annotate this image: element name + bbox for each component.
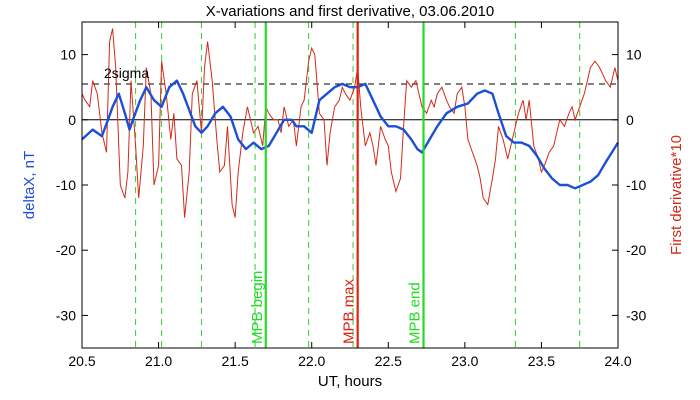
y-left-tick-label: -20 (56, 242, 76, 258)
y-left-tick-label: -30 (56, 307, 76, 323)
deltax-series (81, 79, 620, 190)
derivative-line (81, 28, 619, 218)
x-tick-label: 21.0 (145, 353, 172, 369)
y-left-tick-label: 0 (68, 112, 76, 128)
chart-title: X-variations and first derivative, 03.06… (206, 3, 495, 20)
x-axis-ticks: 20.5 21.0 21.5 22.0 22.5 23.0 23.5 24.0 (68, 22, 632, 369)
mpb-max-label: MPB max (341, 278, 358, 344)
deltax-line (81, 79, 620, 190)
y-right-tick-label: -20 (626, 242, 646, 258)
y-axis-right-label: First derivative*10 (668, 135, 685, 255)
x-tick-label: 24.0 (604, 353, 631, 369)
derivative-series (81, 28, 619, 218)
x-tick-label: 22.0 (298, 353, 325, 369)
mpb-begin-label: MPB begin (249, 271, 266, 344)
x-tick-label: 21.5 (222, 353, 249, 369)
y-right-tick-label: -30 (626, 307, 646, 323)
x-tick-label: 23.5 (528, 353, 555, 369)
y-right-tick-label: 10 (626, 47, 642, 63)
mpb-end-label: MPB end (407, 282, 424, 344)
x-tick-label: 20.5 (68, 353, 95, 369)
y-right-tick-label: -10 (626, 177, 646, 193)
x-tick-label: 23.0 (451, 353, 478, 369)
y-axis-left-ticks: -30 -20 -10 0 10 (56, 47, 88, 323)
y-right-tick-label: 0 (626, 112, 634, 128)
x-tick-label: 22.5 (375, 353, 402, 369)
y-axis-right-ticks: -30 -20 -10 0 10 (612, 47, 646, 323)
mpb-lines: MPB begin MPB max MPB end (249, 22, 425, 348)
y-axis-left-label: deltaX, nT (21, 151, 38, 219)
sigma-label: 2sigma (104, 65, 149, 81)
y-left-tick-label: 10 (60, 47, 76, 63)
x-axis-label: UT, hours (318, 373, 382, 390)
y-left-tick-label: -10 (56, 177, 76, 193)
